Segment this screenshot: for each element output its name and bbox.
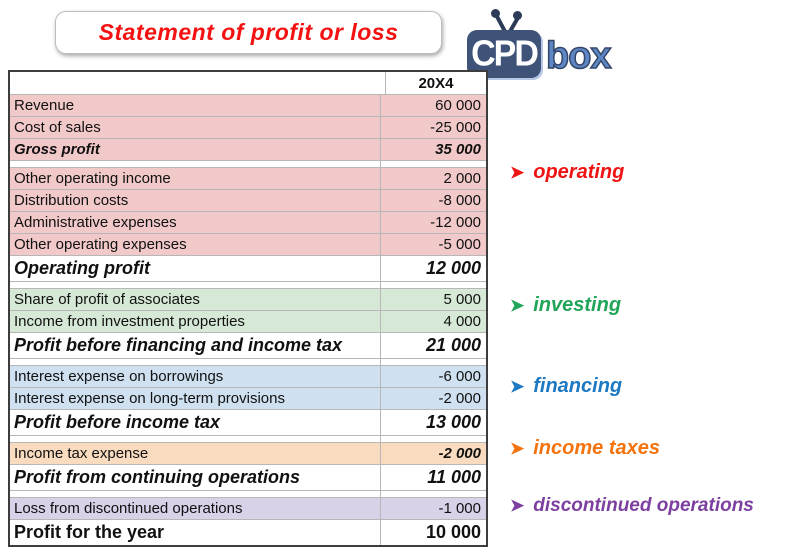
annotation-financing: ➤ financing bbox=[510, 375, 622, 398]
table-spacer-row bbox=[10, 282, 486, 289]
logo-cpd-text: CPD bbox=[471, 33, 539, 74]
row-value bbox=[380, 491, 486, 497]
table-row: Operating profit 12 000 bbox=[10, 256, 486, 282]
row-value: 20X4 bbox=[385, 72, 486, 94]
arrowhead-icon: ➤ bbox=[510, 295, 525, 315]
cpdbox-logo: CPD box bbox=[447, 4, 652, 80]
row-label: Other operating expenses bbox=[14, 236, 187, 253]
row-label: Profit for the year bbox=[14, 522, 165, 542]
row-value: -2 000 bbox=[380, 443, 486, 464]
row-value: -1 000 bbox=[380, 498, 486, 519]
tv-antenna-left-tip-icon bbox=[491, 9, 500, 18]
row-label bbox=[10, 491, 380, 497]
row-label: Income tax expense bbox=[14, 445, 149, 462]
annotation-investing: ➤ investing bbox=[510, 294, 621, 317]
row-value: -5 000 bbox=[380, 234, 486, 255]
annotation-label: discontinued operations bbox=[533, 495, 754, 516]
table-row: Income from investment properties 4 000 bbox=[10, 311, 486, 333]
table-row: Interest expense on long-term provisions… bbox=[10, 388, 486, 410]
table-row: Administrative expenses -12 000 bbox=[10, 212, 486, 234]
row-value: 13 000 bbox=[380, 410, 486, 435]
title-banner: Statement of profit or loss bbox=[55, 11, 442, 54]
row-label: Profit before income tax bbox=[14, 412, 221, 432]
row-label: Profit before financing and income tax bbox=[14, 335, 343, 355]
row-value: 12 000 bbox=[380, 256, 486, 281]
row-label: Profit from continuing operations bbox=[14, 467, 300, 487]
table-row: Interest expense on borrowings -6 000 bbox=[10, 366, 486, 388]
table-row: Loss from discontinued operations -1 000 bbox=[10, 498, 486, 520]
row-value: -2 000 bbox=[380, 388, 486, 409]
row-value bbox=[380, 282, 486, 288]
row-label bbox=[10, 72, 385, 94]
table-row: Profit before financing and income tax 21… bbox=[10, 333, 486, 359]
row-label bbox=[10, 282, 380, 288]
row-label: Operating profit bbox=[14, 258, 150, 278]
row-value: 10 000 bbox=[380, 520, 486, 545]
row-label: Distribution costs bbox=[14, 192, 129, 209]
table-row: Gross profit 35 000 bbox=[10, 139, 486, 161]
table-spacer-row bbox=[10, 359, 486, 366]
arrowhead-icon: ➤ bbox=[510, 438, 525, 458]
row-value: -12 000 bbox=[380, 212, 486, 233]
profit-loss-table: 20X4 Revenue 60 000 Cost of sales -25 000 Gro… bbox=[8, 70, 488, 547]
table-row: Profit from continuing operations 11 000 bbox=[10, 465, 486, 491]
annotation-income-taxes: ➤ income taxes bbox=[510, 437, 660, 460]
row-label: Revenue bbox=[14, 97, 75, 114]
row-value: 5 000 bbox=[380, 289, 486, 310]
table-spacer-row bbox=[10, 436, 486, 443]
row-label: Gross profit bbox=[14, 141, 100, 158]
annotation-discontinued-operations: ➤ discontinued operations bbox=[510, 495, 754, 517]
row-label bbox=[10, 161, 380, 167]
row-label: Loss from discontinued operations bbox=[14, 500, 243, 517]
row-label: Other operating income bbox=[14, 170, 171, 187]
row-label: Interest expense on long-term provisions bbox=[14, 390, 285, 407]
annotation-operating: ➤ operating bbox=[510, 161, 624, 184]
table-row: Income tax expense -2 000 bbox=[10, 443, 486, 465]
table-row: Revenue 60 000 bbox=[10, 95, 486, 117]
row-value bbox=[380, 359, 486, 365]
row-value: -25 000 bbox=[380, 117, 486, 138]
arrowhead-icon: ➤ bbox=[510, 376, 525, 396]
row-value: 21 000 bbox=[380, 333, 486, 358]
annotation-label: financing bbox=[533, 375, 623, 397]
page-title: Statement of profit or loss bbox=[98, 19, 399, 45]
row-value: 4 000 bbox=[380, 311, 486, 332]
logo-box-text: box bbox=[545, 34, 612, 78]
row-value bbox=[380, 161, 486, 167]
row-label: Administrative expenses bbox=[14, 214, 177, 231]
annotation-label: income taxes bbox=[533, 437, 660, 459]
table-row: 20X4 bbox=[10, 72, 486, 95]
row-value: -8 000 bbox=[380, 190, 486, 211]
row-label: Interest expense on borrowings bbox=[14, 368, 224, 385]
row-label: Cost of sales bbox=[14, 119, 101, 136]
table-row: Distribution costs -8 000 bbox=[10, 190, 486, 212]
table-spacer-row bbox=[10, 161, 486, 168]
table-row: Other operating expenses -5 000 bbox=[10, 234, 486, 256]
table-row: Profit for the year 10 000 bbox=[10, 520, 486, 545]
row-value: -6 000 bbox=[380, 366, 486, 387]
row-value: 2 000 bbox=[380, 168, 486, 189]
row-value: 35 000 bbox=[380, 139, 486, 160]
table-row: Share of profit of associates 5 000 bbox=[10, 289, 486, 311]
table-row: Profit before income tax 13 000 bbox=[10, 410, 486, 436]
row-label: Share of profit of associates bbox=[14, 291, 200, 308]
arrowhead-icon: ➤ bbox=[510, 496, 525, 515]
row-label: Income from investment properties bbox=[14, 313, 245, 330]
table-spacer-row bbox=[10, 491, 486, 498]
row-label bbox=[10, 436, 380, 442]
arrowhead-icon: ➤ bbox=[510, 162, 525, 182]
tv-antenna-right-tip-icon bbox=[513, 11, 522, 20]
table-row: Cost of sales -25 000 bbox=[10, 117, 486, 139]
annotation-label: operating bbox=[533, 161, 625, 183]
table-row: Other operating income 2 000 bbox=[10, 168, 486, 190]
row-label bbox=[10, 359, 380, 365]
row-value bbox=[380, 436, 486, 442]
annotation-label: investing bbox=[533, 294, 622, 316]
row-value: 11 000 bbox=[380, 465, 486, 490]
row-value: 60 000 bbox=[380, 95, 486, 116]
